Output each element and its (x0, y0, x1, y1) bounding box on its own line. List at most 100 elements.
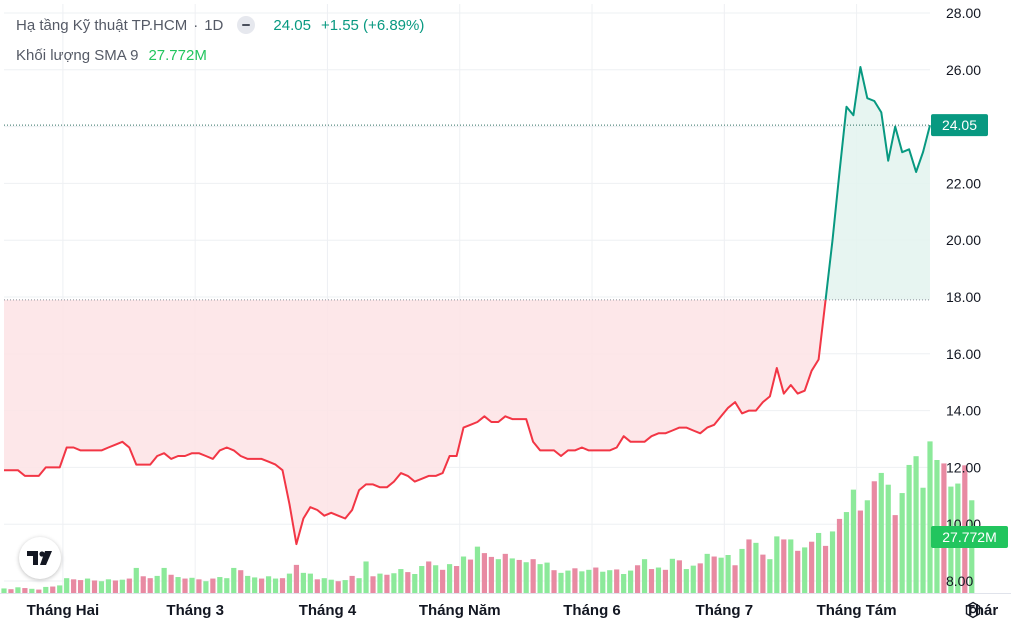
volume-bar (203, 581, 209, 593)
x-axis-tick-label: Tháng 4 (299, 602, 357, 619)
volume-sma-badge-label: 27.772M (942, 529, 996, 545)
volume-bar (822, 545, 829, 593)
volume-bar (440, 569, 446, 593)
x-axis-tick-label: Tháng 3 (166, 602, 224, 619)
volume-bar (342, 580, 348, 593)
volume-bar (836, 518, 843, 593)
volume-bar (446, 564, 453, 593)
volume-bar (335, 581, 341, 593)
volume-bar (621, 574, 627, 593)
volume-indicator-label[interactable]: Khối lượng SMA 9 (16, 46, 139, 64)
volume-bar (433, 565, 439, 593)
x-axis-tick-label: Tháng Hai (27, 602, 100, 619)
volume-bar (843, 512, 850, 593)
volume-bar (753, 542, 759, 593)
volume-bar (370, 576, 376, 593)
price-line-up (824, 66, 931, 300)
volume-bar (899, 493, 905, 593)
volume-bar (739, 548, 745, 593)
volume-bar (579, 571, 585, 593)
volume-bar (683, 569, 689, 593)
volume-bar (321, 578, 327, 593)
volume-bar (481, 553, 488, 593)
volume-bar (906, 464, 912, 593)
interval-label[interactable]: 1D (204, 16, 224, 34)
x-axis-tick-label: Tháng 6 (563, 602, 621, 619)
volume-bar (8, 589, 14, 593)
volume-bar (885, 484, 891, 593)
volume-bar (307, 573, 313, 593)
volume-bar (516, 559, 522, 593)
volume-bar (878, 472, 884, 593)
x-axis-tick-label: Thár (966, 602, 999, 619)
volume-bar (488, 556, 494, 593)
tradingview-logo-icon[interactable] (19, 537, 61, 579)
volume-bar (523, 562, 529, 593)
hide-series-icon[interactable] (237, 16, 256, 34)
volume-bar (300, 572, 306, 593)
volume-bar (537, 564, 543, 593)
volume-bar (676, 560, 682, 593)
volume-bar (648, 569, 655, 593)
chart-settings-gear-icon[interactable] (962, 599, 984, 621)
volume-bar (614, 569, 620, 593)
area-fill-above-baseline (825, 67, 930, 300)
legend-separator: · (193, 16, 199, 34)
volume-bar (509, 558, 515, 593)
volume-bar (398, 569, 404, 593)
volume-bar (224, 578, 230, 593)
volume-bar (600, 571, 606, 593)
volume-bar (147, 578, 153, 593)
volume-bar (64, 578, 70, 593)
y-axis-tick-label: 22.00 (946, 175, 981, 191)
y-axis-tick-label: 8.00 (946, 573, 973, 589)
volume-bar (50, 586, 56, 593)
volume-bar (77, 580, 84, 593)
volume-bar (711, 556, 717, 593)
volume-bar (788, 539, 794, 593)
volume-bar (196, 579, 202, 593)
volume-bar (154, 575, 160, 593)
volume-bar (259, 578, 265, 593)
volume-bar (419, 566, 425, 593)
volume-bar (634, 565, 641, 593)
volume-bar (363, 561, 369, 593)
volume-bar (238, 570, 244, 593)
volume-bar (760, 554, 766, 593)
volume-bar (593, 567, 599, 593)
y-axis-tick-label: 16.00 (946, 346, 981, 362)
volume-bar (774, 536, 780, 593)
volume-bar (551, 570, 557, 593)
volume-bar (405, 572, 411, 593)
volume-bar (857, 510, 863, 593)
last-price-badge-label: 24.05 (942, 117, 977, 133)
volume-bar (628, 570, 634, 593)
volume-bar (328, 579, 334, 593)
last-price-value: 24.05 (273, 16, 311, 34)
volume-bar (210, 578, 216, 593)
volume-bar (829, 531, 836, 593)
volume-bar (920, 487, 926, 593)
volume-bar (57, 585, 63, 593)
y-axis-tick-label: 12.00 (946, 459, 981, 475)
volume-bar (175, 577, 181, 593)
volume-bar (669, 558, 675, 593)
volume-bar (913, 456, 919, 593)
volume-bar (105, 579, 112, 593)
volume-bar (182, 578, 188, 593)
volume-bar (453, 566, 460, 593)
symbol-name[interactable]: Hạ tầng Kỹ thuật TP.HCM (16, 16, 188, 34)
volume-bar (850, 489, 857, 593)
y-axis-tick-label: 14.00 (946, 403, 981, 419)
volume-bar (168, 574, 174, 593)
volume-bar (927, 441, 933, 593)
volume-bar (112, 580, 118, 593)
volume-bar (718, 557, 724, 593)
volume-bar (217, 577, 223, 593)
volume-bar (84, 578, 91, 593)
x-axis-tick-label: Tháng 7 (696, 602, 754, 619)
volume-bar (189, 577, 195, 593)
volume-bar (871, 481, 877, 593)
